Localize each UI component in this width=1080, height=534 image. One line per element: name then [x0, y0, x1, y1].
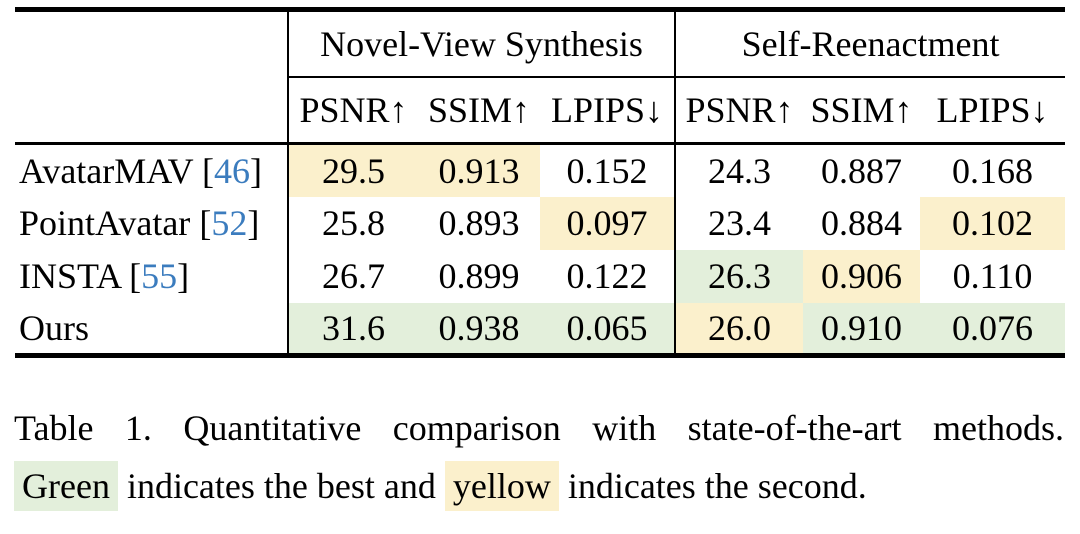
citation-link[interactable]: 55 — [141, 256, 178, 296]
method-name-cell: AvatarMAV [46] — [15, 144, 288, 197]
caption-text-segment: indicates the best and — [117, 466, 445, 506]
metric-value-cell: 0.076 — [920, 302, 1066, 356]
metric-value-cell: 0.122 — [566, 256, 648, 296]
caption-label: Table 1. — [14, 408, 152, 448]
table-caption: Table 1. Quantitative comparison with st… — [14, 403, 1064, 511]
metric-value-cell: 0.152 — [566, 150, 648, 191]
method-column-header — [15, 77, 288, 145]
corner-cell — [15, 10, 288, 78]
group-header-row: Novel-View Synthesis Self-Reenactment — [15, 9, 1066, 78]
method-name: PointAvatar — [19, 203, 191, 243]
metric-value-cell: 0.910 — [803, 302, 921, 356]
metric-header-row: PSNR↑ SSIM↑ LPIPS↓ PSNR↑ SSIM↑ LPIPS↓ — [15, 77, 1066, 145]
method-name-cell: PointAvatar [52] — [15, 197, 288, 250]
col-header-ssim-nvs: SSIM↑ — [418, 77, 540, 145]
citation-bracket-close: ] — [177, 256, 190, 296]
citation-bracket-open: [ — [193, 150, 214, 191]
caption-green-swatch: Green — [14, 461, 118, 511]
table-row: Ours 31.6 0.938 0.065 26.0 0.910 0.076 — [15, 302, 1066, 356]
metric-value-cell: 0.884 — [821, 203, 903, 243]
method-name: INSTA — [19, 256, 121, 296]
metric-value-cell: 0.906 — [803, 249, 921, 303]
metric-value-cell: 0.168 — [952, 150, 1034, 191]
col-header-psnr-nvs: PSNR↑ — [287, 77, 418, 145]
citation-link[interactable]: 46 — [214, 150, 250, 191]
caption-line-1: Table 1. Quantitative comparison with st… — [14, 403, 1064, 453]
table-row: INSTA [55] 26.7 0.899 0.122 26.3 0.906 0.110 — [15, 249, 1065, 303]
metric-value-cell: 0.097 — [540, 196, 676, 250]
col-header-lpips-sr: LPIPS↓ — [920, 77, 1066, 145]
metric-value-cell: 26.0 — [674, 302, 804, 356]
citation-link[interactable]: 52 — [211, 203, 248, 243]
metric-value-cell: 0.065 — [540, 302, 676, 356]
metric-value-cell: 0.887 — [821, 150, 903, 191]
table-row: AvatarMAV [46] 29.5 0.913 0.152 24.3 0.887 0.1… — [15, 143, 1065, 197]
metric-value-cell: 29.5 — [287, 143, 418, 197]
metric-value-cell: 26.3 — [674, 249, 804, 303]
column-group-self-reenactment: Self-Reenactment — [674, 9, 1066, 78]
method-name: Ours — [19, 307, 89, 348]
citation-bracket-open: [ — [190, 203, 212, 243]
method-name-cell: Ours — [15, 303, 288, 356]
metric-value-cell: 23.4 — [674, 196, 804, 250]
citation-bracket-open: [ — [120, 256, 142, 296]
col-header-ssim-sr: SSIM↑ — [803, 77, 921, 145]
method-name-cell: INSTA [55] — [15, 250, 288, 303]
citation-bracket-close: ] — [250, 150, 262, 191]
metric-value-cell: 26.7 — [287, 249, 418, 303]
metric-value-cell: 0.913 — [418, 143, 540, 197]
method-name: AvatarMAV — [19, 150, 193, 191]
metric-value-cell: 0.110 — [952, 256, 1033, 296]
results-table: Novel-View Synthesis Self-Reenactment PS… — [15, 7, 1066, 358]
col-header-psnr-sr: PSNR↑ — [674, 77, 804, 145]
table-row: PointAvatar [52] 25.8 0.893 0.097 23.4 0.884 0… — [15, 196, 1066, 250]
citation-bracket-close: ] — [247, 203, 260, 243]
caption-text-segment: indicates the second. — [558, 466, 867, 506]
caption-text: Quantitative comparison with state-of-th… — [183, 408, 1064, 448]
metric-value-cell: 25.8 — [287, 196, 418, 250]
metric-value-cell: 0.893 — [438, 203, 520, 243]
metric-value-cell: 31.6 — [287, 302, 418, 356]
column-group-novel-view-synthesis: Novel-View Synthesis — [286, 9, 676, 78]
metric-value-cell: 24.3 — [674, 143, 804, 197]
results-table-wrap: Novel-View Synthesis Self-Reenactment PS… — [15, 7, 1066, 358]
metric-value-cell: 0.938 — [418, 302, 540, 356]
caption-line-2: Green indicates the best and yellow indi… — [14, 461, 1064, 511]
col-header-lpips-nvs: LPIPS↓ — [540, 77, 676, 145]
metric-value-cell: 0.899 — [438, 256, 520, 296]
metric-value-cell: 0.102 — [920, 196, 1066, 250]
caption-yellow-swatch: yellow — [444, 461, 559, 511]
